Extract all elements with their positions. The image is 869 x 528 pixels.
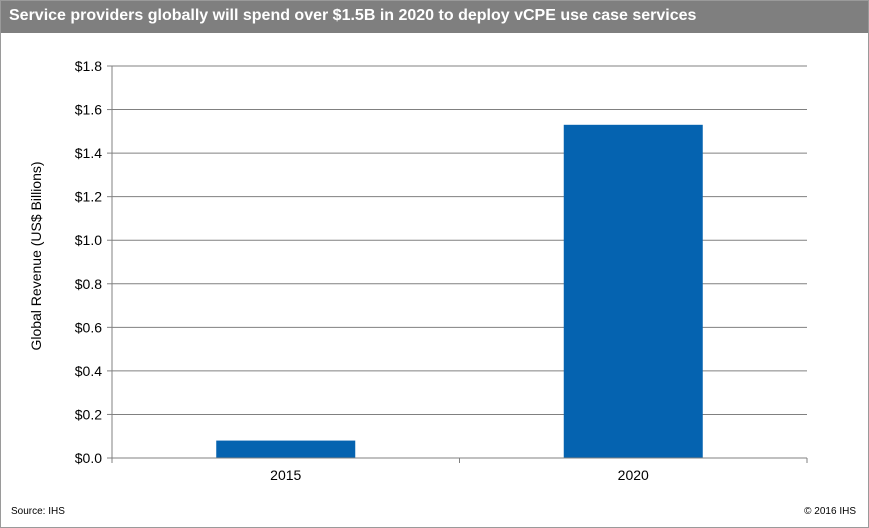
bar-2020 <box>563 124 703 459</box>
y-tick-label: $0.4 <box>75 363 102 379</box>
x-tick-label: 2015 <box>270 467 301 483</box>
copyright-note: © 2016 IHS <box>804 506 856 517</box>
y-tick-label: $1.6 <box>75 102 102 118</box>
y-tick-label: $0.0 <box>75 450 102 466</box>
y-tick-label: $0.2 <box>75 406 102 422</box>
y-tick-label: $1.0 <box>75 232 102 248</box>
chart-title: Service providers globally will spend ov… <box>9 7 697 24</box>
source-note: Source: IHS <box>11 506 65 517</box>
tick-labels: $0.0 $0.2 $0.4 $0.6 $0.8 $1.0 $1.2 $1.4 $1.6 $1.8… <box>75 58 649 483</box>
bar-2015 <box>216 440 356 458</box>
x-tick-label: 2020 <box>618 467 649 483</box>
bars <box>216 124 703 459</box>
title-bar: Service providers globally will spend ov… <box>1 1 868 33</box>
y-tick-label: $1.4 <box>75 145 102 161</box>
y-tick-label: $0.8 <box>75 276 102 292</box>
y-tick-label: $0.6 <box>75 319 102 335</box>
axes <box>107 65 808 463</box>
y-axis-label: Global Revenue (US$ Billions) <box>28 161 44 350</box>
y-tick-label: $1.8 <box>75 58 102 74</box>
y-tick-label: $1.2 <box>75 189 102 205</box>
